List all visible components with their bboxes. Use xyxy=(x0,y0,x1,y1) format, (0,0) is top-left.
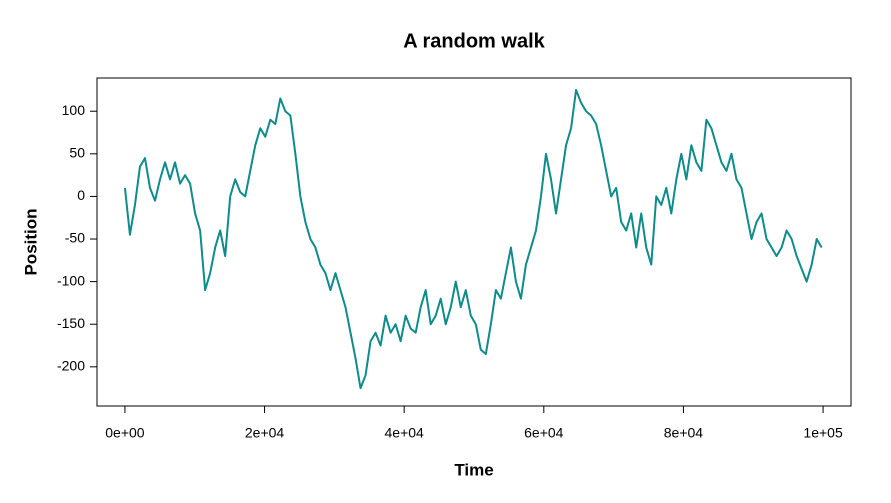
x-tick-label: 6e+04 xyxy=(524,425,564,441)
x-tick-label: 8e+04 xyxy=(664,425,704,441)
y-tick-label: -200 xyxy=(57,358,85,374)
x-tick-label: 2e+04 xyxy=(245,425,285,441)
x-tick-label: 1e+05 xyxy=(803,425,843,441)
x-tick-label: 0e+00 xyxy=(105,425,145,441)
plot-frame xyxy=(96,77,852,407)
x-axis-label: Time xyxy=(454,460,493,479)
y-tick-label: 0 xyxy=(77,187,85,203)
y-axis-label: Position xyxy=(21,208,40,275)
y-tick-label: 100 xyxy=(62,102,86,118)
y-tick-label: -100 xyxy=(57,272,85,288)
line-series xyxy=(123,88,823,390)
chart-title: A random walk xyxy=(403,30,545,52)
x-tick-label: 4e+04 xyxy=(385,425,425,441)
y-tick-label: -150 xyxy=(57,315,85,331)
y-tick-label: 50 xyxy=(69,145,85,161)
y-tick-label: -50 xyxy=(65,230,85,246)
